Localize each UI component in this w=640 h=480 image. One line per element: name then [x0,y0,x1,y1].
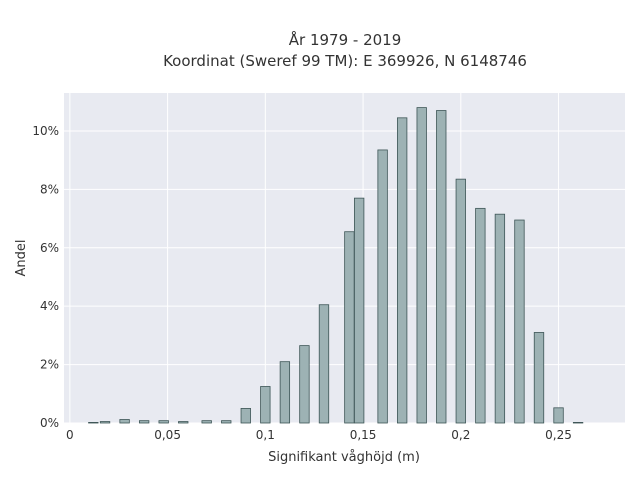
histogram-bar [88,422,99,424]
histogram-bar [279,361,291,424]
histogram-bar [572,422,584,424]
histogram-bar [119,419,130,424]
y-tick-label: 10% [32,124,59,138]
histogram-bar [377,149,388,424]
y-tick-label: 8% [40,182,59,196]
histogram-bar [240,407,251,424]
x-tick-label: 0,25 [545,428,572,442]
histogram-bar [260,386,271,424]
histogram-bar [553,407,564,424]
histogram-bar [436,110,447,424]
chart-subtitle: Koordinat (Sweref 99 TM): E 369926, N 61… [163,52,527,70]
histogram-bar [299,345,310,424]
histogram-bar [514,219,525,424]
histogram-bar [221,420,232,424]
histogram-bar [416,107,427,424]
x-axis-title: Signifikant våghöjd (m) [268,450,420,465]
x-tick-label: 0 [66,428,74,442]
histogram-bar [201,420,212,424]
histogram-bar [158,420,169,424]
histogram-bar [178,421,189,424]
y-tick-label: 0% [40,416,59,430]
histogram-bar [397,117,408,424]
y-tick-label: 2% [40,358,59,372]
x-tick-label: 0,1 [256,428,275,442]
y-axis-title: Andel [14,240,29,277]
x-tick-label: 0,05 [154,428,181,442]
x-tick-label: 0,2 [451,428,470,442]
histogram-bar [344,231,355,424]
histogram-bar [494,213,506,424]
x-tick-label: 0,15 [350,428,377,442]
y-tick-label: 4% [40,299,59,313]
y-tick-labels: 0% 2% 4% 6% 8% 10% [32,124,59,430]
histogram-bar [354,197,365,424]
histogram-bar [533,332,545,424]
histogram-bar [475,207,486,424]
histogram-bar [318,304,330,424]
histogram-bar [455,178,466,424]
x-tick-labels: 0 0,05 0,1 0,15 0,2 0,25 [66,428,572,442]
bars [88,107,584,424]
histogram-bar [99,421,111,424]
chart-title: År 1979 - 2019 [289,30,402,49]
histogram-bar [138,420,150,424]
y-tick-label: 6% [40,241,59,255]
